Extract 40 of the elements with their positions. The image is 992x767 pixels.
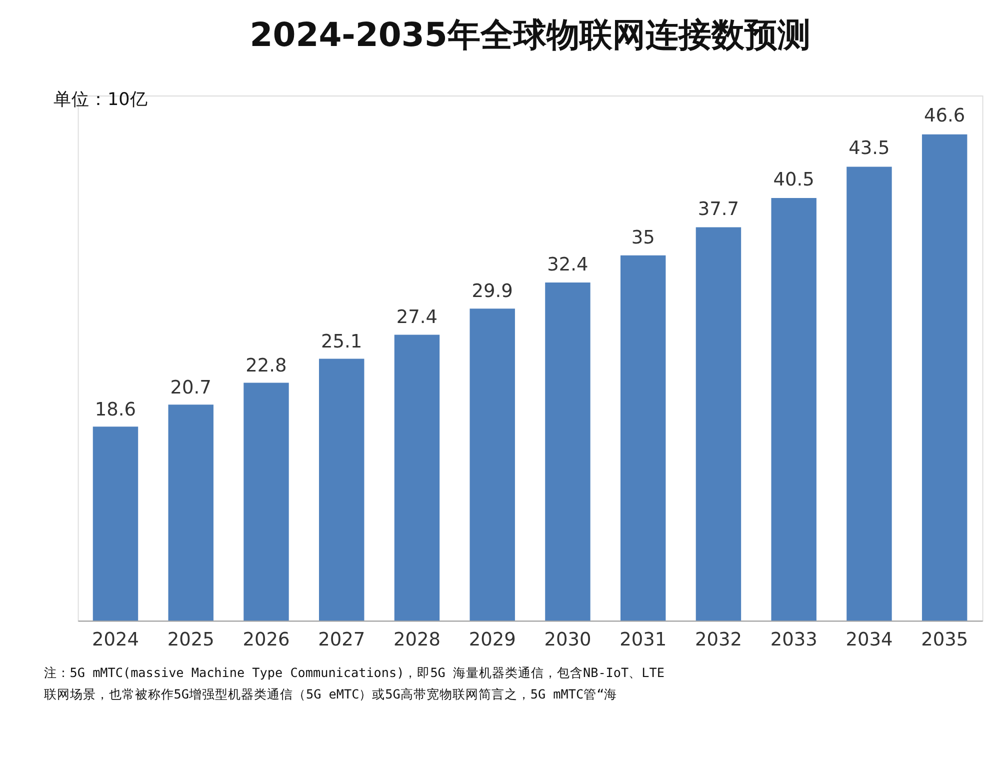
bar [168,404,214,621]
text: 注：5G mMTC(massive Machine Type Communications)，即5G 海量机器类通信，包含NB-IoT、LTE [44,665,664,680]
bar [846,166,892,621]
bar [545,282,590,621]
data-label: 37.7 [698,198,740,220]
chart-title: 2024-2035年全球物联网连接数预测 [250,14,810,54]
data-label: 35 [631,227,655,248]
data-label: 18.6 [94,400,136,421]
x-tick-label: 2033 [770,629,818,650]
bar [92,426,138,621]
bar [394,334,440,621]
bar [470,308,515,621]
data-label: 32.4 [547,254,588,276]
data-label: 22.8 [246,355,287,376]
data-label: 29.9 [472,280,513,302]
bar [244,382,289,621]
x-tick-label: 2025 [167,629,214,650]
x-tick-label: 2027 [318,629,366,650]
bar [696,227,742,621]
x-tick-label: 2024 [92,629,139,650]
bar [771,198,816,621]
data-label: 40.5 [773,170,814,191]
data-label: 20.7 [170,378,212,399]
data-label: 27.4 [396,307,438,328]
x-tick-label: 2035 [921,629,968,650]
bar [922,134,968,621]
y-axis-title: 单位：10亿 [53,90,148,110]
data-label: 43.5 [848,138,890,160]
x-tick-label: 2026 [242,629,290,650]
x-tick-label: 2028 [393,629,440,650]
data-label: 46.6 [924,105,966,126]
x-tick-label: 2030 [544,629,592,650]
x-tick-label: 2029 [468,629,516,650]
x-tick-label: 2034 [846,629,893,650]
data-label: 25.1 [321,331,362,352]
x-tick-label: 2032 [694,629,742,650]
bar [318,358,364,621]
bar [620,255,666,621]
x-tick-label: 2031 [620,629,667,650]
text: 联网场景，也常被称作5G增强型机器类通信（5G eMTC）或5G高带宽物联网简言之，5G mMTC管“海 [44,686,618,702]
